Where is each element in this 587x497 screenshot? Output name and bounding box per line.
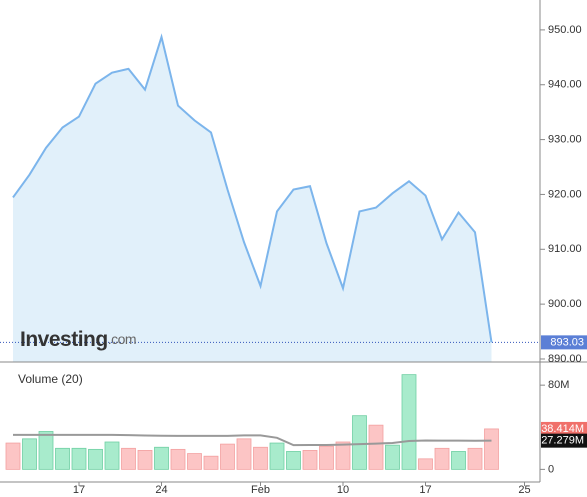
volume-bar (88, 448, 103, 470)
volume-bar (220, 443, 235, 470)
volume-bar (418, 458, 433, 470)
y-tick-label: 920.00 (548, 188, 582, 200)
volume-bar (170, 448, 186, 470)
volume-bar (286, 451, 301, 470)
volume-last-label-bg (541, 421, 587, 436)
volume-bar (203, 455, 219, 470)
x-tick-label: 24 (155, 484, 167, 496)
y-tick-label: 930.00 (548, 133, 582, 145)
price-line (12, 33, 493, 343)
volume-bar (71, 447, 87, 470)
volume-bar (55, 447, 70, 470)
volume-ma-line (13, 433, 492, 447)
volume-bar (104, 441, 120, 470)
volume-bar (253, 446, 268, 470)
volume-bar (302, 450, 318, 470)
area-fill (13, 37, 492, 362)
y-tick-label: 890.00 (548, 353, 582, 365)
last-price-label: 893.03 (550, 336, 584, 348)
volume-bar (5, 442, 21, 470)
x-tick-label: 17 (73, 484, 85, 496)
volume-bar (467, 447, 483, 470)
y-tick-label: 950.00 (548, 24, 582, 36)
volume-bar (121, 447, 136, 470)
y-tick-label: 910.00 (548, 243, 582, 255)
y-tick-label: 940.00 (548, 79, 582, 91)
plot-layer (0, 33, 540, 470)
brand: Investing (20, 328, 108, 351)
volume-bar (451, 451, 466, 470)
brand-suffix: .com (108, 331, 136, 347)
volume-bar (269, 442, 285, 470)
volume-bar (236, 438, 252, 470)
volume-bar (319, 445, 334, 470)
volume-bar (385, 444, 400, 470)
x-tick-label: 17 (419, 484, 431, 496)
volume-bar (38, 431, 54, 470)
volume-bar (484, 428, 499, 470)
volume-bar (335, 441, 351, 470)
x-tick-label: 25 (518, 484, 530, 496)
volume-bar (401, 374, 417, 470)
brand-logo: Investing.com (20, 328, 136, 351)
volume-bar (352, 415, 367, 470)
volume-bar (22, 438, 37, 470)
x-tick-label: 10 (337, 484, 349, 496)
volume-bar (434, 447, 450, 470)
volume-bar (137, 450, 153, 470)
volume-bar (368, 424, 384, 470)
y-tick-label: 0 (548, 463, 554, 475)
x-tick-label: Feb (251, 484, 270, 496)
volume-bar (154, 446, 169, 470)
last-price-label-bg (541, 335, 587, 350)
volume-ma-label-bg (541, 433, 587, 448)
volume-last-label: 38.414M (541, 423, 584, 435)
volume-title: Volume (20) (18, 372, 83, 386)
volume-bar (187, 453, 202, 470)
y-tick-label: 80M (548, 379, 569, 391)
volume-ma-label: 27.279M (541, 435, 584, 447)
y-tick-label: 900.00 (548, 298, 582, 310)
